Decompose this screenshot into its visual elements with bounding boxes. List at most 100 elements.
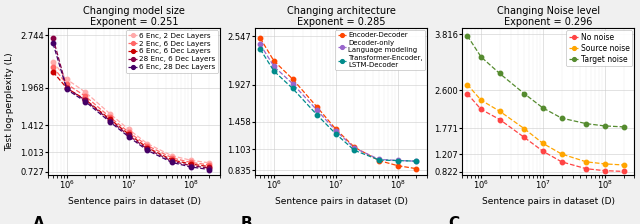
Decoder-only
Language modeling [413,160,420,163]
Legend: Encoder-Decoder, Decoder-only
Language modeling, Transformer-Encoder,
LSTM-Decod: Encoder-Decoder, Decoder-only Language m… [335,30,425,70]
Target noise [463,34,471,37]
Transformer-Encoder,
LSTM-Decoder [314,114,321,116]
Transformer-Encoder,
LSTM-Decoder [270,70,278,72]
Source noise [463,83,471,86]
Text: A: A [33,216,45,224]
6 Enc, 2 Dec Layers [187,159,195,162]
2 Enc, 6 Dec Layers [125,131,132,134]
6 Enc, 6 Dec Layers [205,165,213,168]
Target noise [582,122,590,125]
Source noise [582,160,590,163]
Encoder-Decoder [413,167,420,170]
Text: B: B [240,216,252,224]
Line: No noise: No noise [465,92,626,174]
6 Enc, 28 Dec Layers [106,121,114,123]
Transformer-Encoder,
LSTM-Decoder [375,159,383,161]
2 Enc, 6 Dec Layers [106,116,114,118]
Source noise [539,142,547,145]
Encoder-Decoder [351,146,358,149]
Transformer-Encoder,
LSTM-Decoder [351,149,358,152]
Source noise [496,110,504,113]
Legend: No noise, Source noise, Target noise: No noise, Source noise, Target noise [566,30,632,66]
2 Enc, 6 Dec Layers [49,66,57,69]
Line: Encoder-Decoder: Encoder-Decoder [258,36,419,171]
28 Enc, 6 Dec Layers [63,87,70,89]
28 Enc, 6 Dec Layers [187,164,195,167]
Transformer-Encoder,
LSTM-Decoder [413,160,420,162]
6 Enc, 2 Dec Layers [106,112,114,115]
X-axis label: Sentence pairs in dataset (D): Sentence pairs in dataset (D) [68,197,201,206]
6 Enc, 28 Dec Layers [49,42,57,45]
Target noise [477,56,485,58]
2 Enc, 6 Dec Layers [81,95,89,98]
Line: Source noise: Source noise [465,82,626,167]
6 Enc, 6 Dec Layers [187,163,195,165]
Target noise [601,125,609,127]
Encoder-Decoder [375,159,383,162]
Line: 2 Enc, 6 Dec Layers: 2 Enc, 6 Dec Layers [51,65,211,167]
28 Enc, 6 Dec Layers [49,37,57,39]
X-axis label: Sentence pairs in dataset (D): Sentence pairs in dataset (D) [275,197,408,206]
No noise [601,169,609,172]
No noise [520,136,528,139]
6 Enc, 2 Dec Layers [168,154,176,157]
6 Enc, 28 Dec Layers [168,161,176,164]
Decoder-only
Language modeling [394,159,402,162]
Encoder-Decoder [314,106,321,109]
2 Enc, 6 Dec Layers [187,161,195,164]
6 Enc, 2 Dec Layers [143,142,151,145]
6 Enc, 28 Dec Layers [63,88,70,91]
6 Enc, 28 Dec Layers [187,166,195,168]
Decoder-only
Language modeling [314,109,321,112]
Source noise [477,99,485,101]
6 Enc, 6 Dec Layers [49,71,57,73]
No noise [496,118,504,121]
6 Enc, 28 Dec Layers [143,149,151,152]
No noise [558,160,566,163]
Encoder-Decoder [257,37,264,39]
6 Enc, 6 Dec Layers [143,146,151,149]
Target noise [620,125,627,128]
Line: 6 Enc, 28 Dec Layers: 6 Enc, 28 Dec Layers [51,41,211,172]
6 Enc, 6 Dec Layers [81,98,89,101]
Decoder-only
Language modeling [270,65,278,68]
Decoder-only
Language modeling [375,158,383,161]
2 Enc, 6 Dec Layers [168,157,176,159]
X-axis label: Sentence pairs in dataset (D): Sentence pairs in dataset (D) [482,197,615,206]
6 Enc, 2 Dec Layers [49,60,57,63]
28 Enc, 6 Dec Layers [168,160,176,163]
No noise [463,92,471,95]
Encoder-Decoder [332,128,340,131]
Target noise [496,72,504,75]
Transformer-Encoder,
LSTM-Decoder [257,48,264,50]
6 Enc, 2 Dec Layers [205,162,213,164]
Decoder-only
Language modeling [289,82,296,85]
6 Enc, 2 Dec Layers [125,128,132,131]
2 Enc, 6 Dec Layers [63,83,70,85]
28 Enc, 6 Dec Layers [106,119,114,122]
2 Enc, 6 Dec Layers [143,144,151,147]
Source noise [558,153,566,155]
No noise [582,167,590,170]
Target noise [520,92,528,95]
Source noise [620,164,627,166]
No noise [477,108,485,111]
6 Enc, 28 Dec Layers [125,136,132,138]
No noise [539,150,547,153]
Source noise [520,127,528,130]
Target noise [539,107,547,109]
28 Enc, 6 Dec Layers [205,167,213,169]
Title: Changing architecture
Exponent = 0.285: Changing architecture Exponent = 0.285 [287,6,396,27]
Decoder-only
Language modeling [351,147,358,149]
Title: Changing Noise level
Exponent = 0.296: Changing Noise level Exponent = 0.296 [497,6,600,27]
6 Enc, 2 Dec Layers [81,91,89,94]
6 Enc, 28 Dec Layers [205,168,213,171]
Line: 6 Enc, 6 Dec Layers: 6 Enc, 6 Dec Layers [51,70,211,169]
28 Enc, 6 Dec Layers [143,148,151,150]
Source noise [601,163,609,165]
2 Enc, 6 Dec Layers [205,164,213,166]
Line: Target noise: Target noise [465,34,626,129]
Encoder-Decoder [270,60,278,62]
28 Enc, 6 Dec Layers [81,99,89,102]
Encoder-Decoder [394,164,402,167]
